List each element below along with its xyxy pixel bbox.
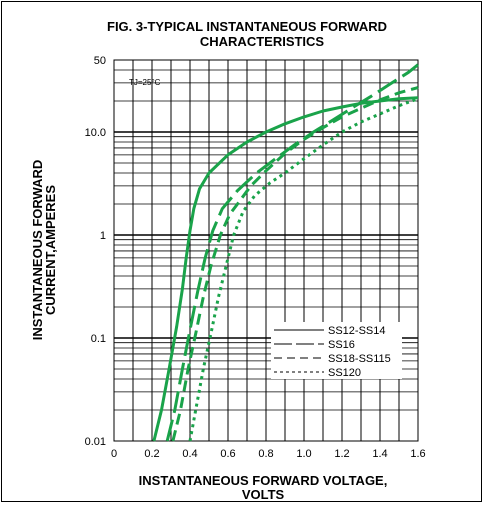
series-line-ss16 [165,63,419,442]
legend: SS12-SS14 SS16 SS18-SS115 SS120 [271,322,402,379]
y-tick-label: 0.01 [85,436,106,448]
legend-label: SS16 [328,339,355,351]
series-line-ss12-ss14 [152,96,419,442]
y-tick-label: 0.1 [91,333,106,345]
x-tick-label: 0.6 [220,448,235,460]
x-tick-label: 0 [111,448,117,460]
y-tick-label: 1 [100,230,106,242]
legend-label: SS120 [328,367,361,379]
x-axis-label-line2: VOLTS [242,487,285,502]
chart-title-line1: FIG. 3-TYPICAL INSTANTANEOUS FORWARD [107,19,387,34]
y-tick-label: 50 [94,55,106,67]
series-lines [152,63,419,442]
temperature-annotation: TJ=25°C [129,78,161,87]
plot-border [113,59,419,442]
x-tick-label: 1.2 [334,448,349,460]
y-axis-label-line1: INSTANTANEOUS FORWARD [30,160,45,341]
x-tick-label: 1.0 [296,448,311,460]
x-tick-label: 0.4 [182,448,197,460]
legend-box [271,322,402,379]
x-tick-label: 1.4 [372,448,387,460]
x-tick-label: 0.2 [144,448,159,460]
x-tick-label: 1.6 [410,448,425,460]
legend-label: SS12-SS14 [328,325,385,337]
grid [114,60,418,441]
legend-label: SS18-SS115 [328,353,391,365]
y-tick-labels: 0.01 0.1 1 10.0 50 [85,55,106,448]
x-tick-labels: 0 0.2 0.4 0.6 0.8 1.0 1.2 1.4 1.6 [111,448,426,460]
y-tick-label: 10.0 [85,127,106,139]
chart-title-line2: CHARACTERISTICS [200,34,325,49]
x-axis-label-line1: INSTANTANEOUS FORWARD VOLTAGE, [139,473,388,488]
x-tick-label: 0.8 [258,448,273,460]
y-axis-label-line2: CURRENT,AMPERES [43,185,58,315]
series-line-ss18-ss115 [171,86,419,442]
